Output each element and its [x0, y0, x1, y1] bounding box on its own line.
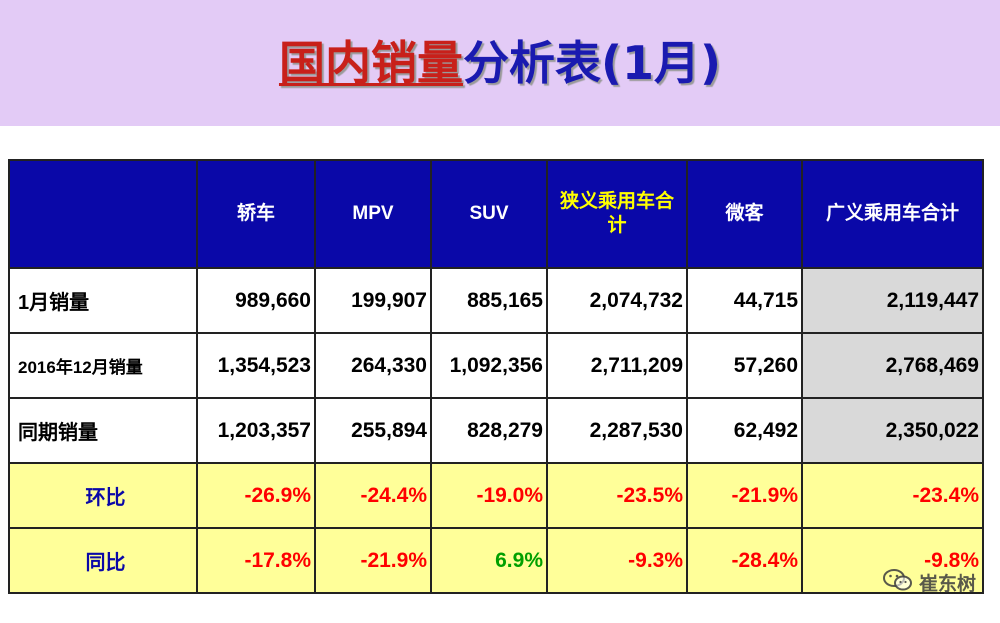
- table-cell: 2,350,022: [801, 397, 984, 464]
- table-cell: 2,074,732: [546, 267, 688, 334]
- table-cell: 1,203,357: [196, 397, 316, 464]
- table-cell: -24.4%: [314, 462, 432, 529]
- table-row: 同比 -17.8% -21.9% 6.9% -9.3% -28.4% -9.8%: [8, 527, 984, 594]
- header-minivan: 微客: [686, 159, 803, 269]
- table-cell: 2,287,530: [546, 397, 688, 464]
- table-row: 同期销量 1,203,357 255,894 828,279 2,287,530…: [8, 397, 984, 464]
- table-cell: 2,711,209: [546, 332, 688, 399]
- watermark: 崔东树: [882, 568, 976, 597]
- row-label: 2016年12月销量: [8, 332, 198, 399]
- table-cell: 264,330: [314, 332, 432, 399]
- table-row: 环比 -26.9% -24.4% -19.0% -23.5% -21.9% -2…: [8, 462, 984, 529]
- table-cell: -28.4%: [686, 527, 803, 594]
- sales-table: 轿车 MPV SUV 狭义乘用车合计 微客 广义乘用车合计 1月销量 989,6…: [8, 159, 984, 594]
- table-cell: 57,260: [686, 332, 803, 399]
- table-cell: -17.8%: [196, 527, 316, 594]
- header-mpv: MPV: [314, 159, 432, 269]
- table-cell: 885,165: [430, 267, 548, 334]
- table-cell: 6.9%: [430, 527, 548, 594]
- sales-table-wrap: 轿车 MPV SUV 狭义乘用车合计 微客 广义乘用车合计 1月销量 989,6…: [8, 159, 984, 594]
- table-cell: -21.9%: [686, 462, 803, 529]
- table-cell: -23.5%: [546, 462, 688, 529]
- header-broad-total: 广义乘用车合计: [801, 159, 984, 269]
- watermark-text: 崔东树: [918, 573, 976, 595]
- table-cell: -19.0%: [430, 462, 548, 529]
- table-cell: 62,492: [686, 397, 803, 464]
- header-suv: SUV: [430, 159, 548, 269]
- row-label: 同比: [8, 527, 198, 594]
- page-title-highlight: 国内销量: [278, 36, 463, 90]
- header-corner: [8, 159, 198, 269]
- table-cell: 989,660: [196, 267, 316, 334]
- table-row: 2016年12月销量 1,354,523 264,330 1,092,356 2…: [8, 332, 984, 399]
- header-narrow-total: 狭义乘用车合计: [546, 159, 688, 269]
- wechat-icon: [882, 568, 913, 597]
- table-cell: 828,279: [430, 397, 548, 464]
- table-row: 1月销量 989,660 199,907 885,165 2,074,732 4…: [8, 267, 984, 334]
- table-cell: 255,894: [314, 397, 432, 464]
- title-banner: [0, 0, 1000, 126]
- table-cell: -21.9%: [314, 527, 432, 594]
- header-sedan: 轿车: [196, 159, 316, 269]
- table-cell: 2,119,447: [801, 267, 984, 334]
- table-cell: 1,354,523: [196, 332, 316, 399]
- row-label: 1月销量: [8, 267, 198, 334]
- table-cell: 44,715: [686, 267, 803, 334]
- row-label: 同期销量: [8, 397, 198, 464]
- page-title-rest: 分析表(1月): [462, 36, 722, 90]
- table-cell: 199,907: [314, 267, 432, 334]
- page-title: 国内销量分析表(1月): [0, 30, 1000, 96]
- table-cell: -9.3%: [546, 527, 688, 594]
- table-cell: 1,092,356: [430, 332, 548, 399]
- table-header-row: 轿车 MPV SUV 狭义乘用车合计 微客 广义乘用车合计: [8, 159, 984, 269]
- table-cell: 2,768,469: [801, 332, 984, 399]
- table-cell: -23.4%: [801, 462, 984, 529]
- table-cell: -26.9%: [196, 462, 316, 529]
- table-cell: -9.8%: [801, 527, 984, 594]
- row-label: 环比: [8, 462, 198, 529]
